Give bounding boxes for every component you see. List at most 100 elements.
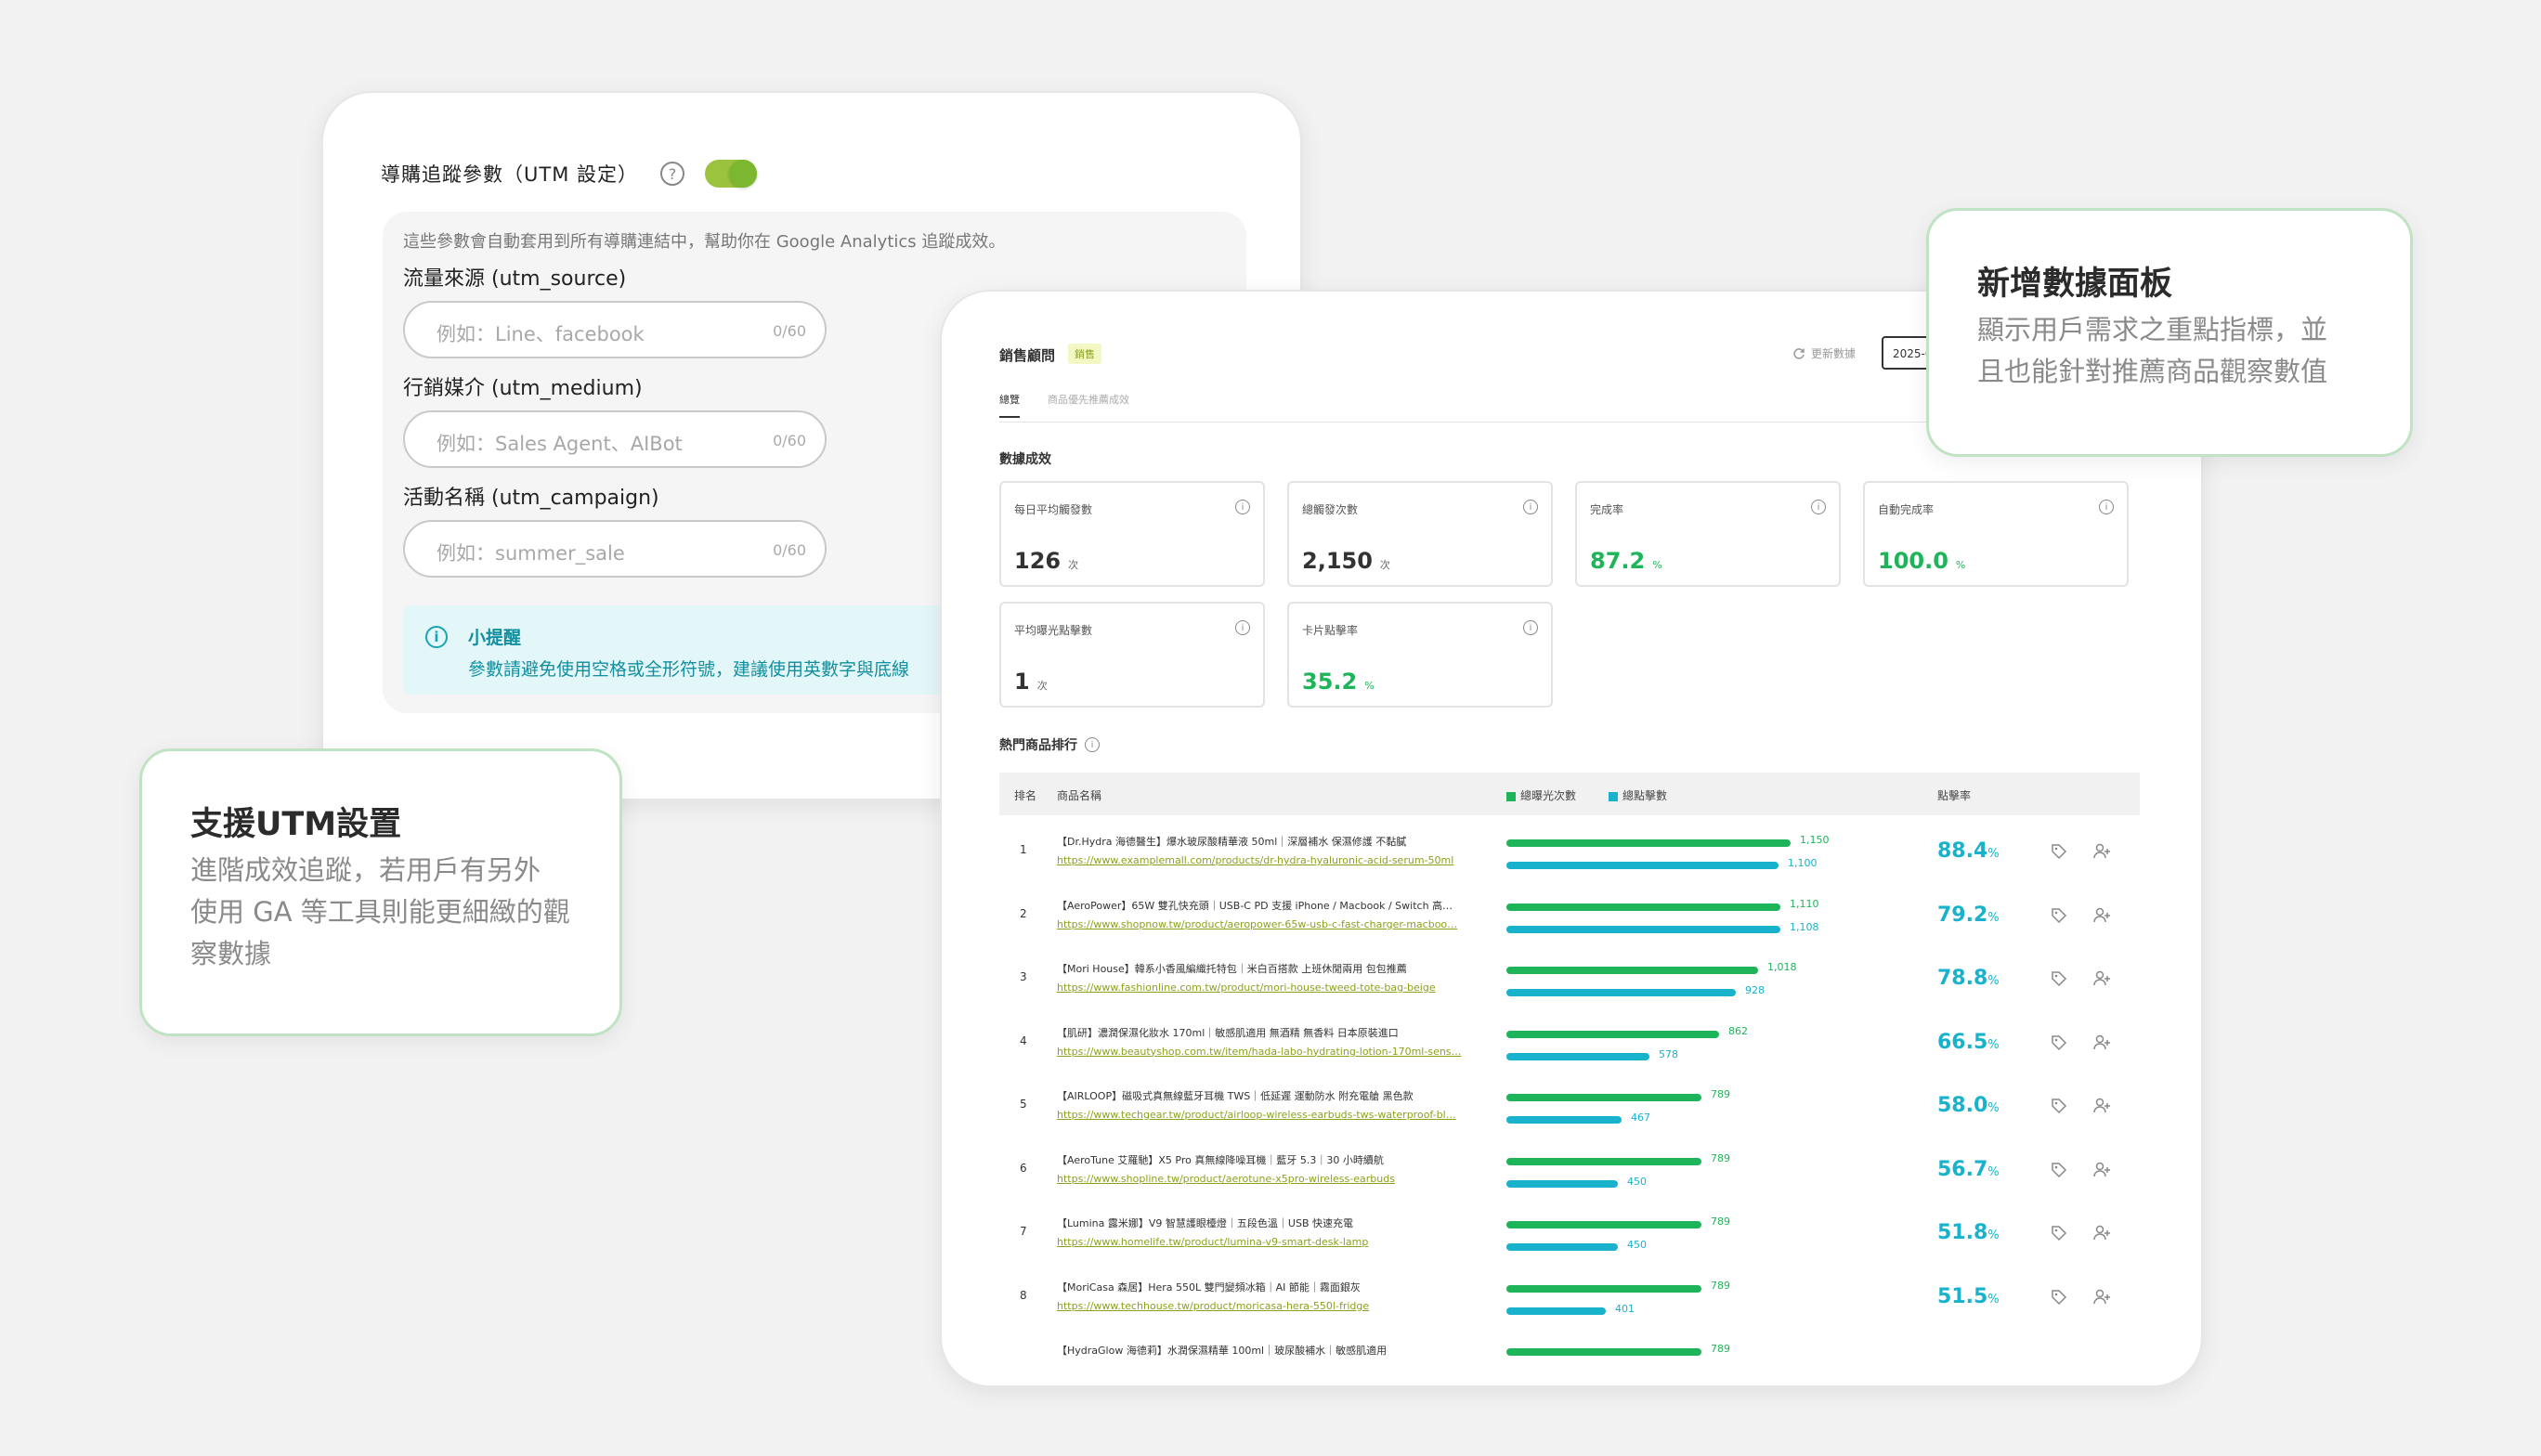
product-url[interactable]: https://www.shopline.tw/product/aerotune… bbox=[1057, 1172, 1395, 1185]
tip-text: 參數請避免使用空格或全形符號，建議使用英數字與底線 bbox=[468, 659, 910, 680]
tab-overview[interactable]: 總覽 bbox=[999, 392, 1020, 418]
user-plus-icon[interactable] bbox=[2093, 1034, 2112, 1056]
percent-sign: % bbox=[1987, 1164, 2000, 1179]
toggle-knob bbox=[729, 160, 757, 188]
legend-clicks-swatch bbox=[1609, 791, 1618, 801]
user-plus-icon[interactable] bbox=[2093, 1289, 2112, 1310]
tag-icon[interactable] bbox=[2051, 843, 2067, 864]
info-icon[interactable]: i bbox=[2099, 500, 2114, 514]
utm-campaign-input[interactable]: 例如：summer_sale 0/60 bbox=[403, 520, 827, 578]
user-plus-icon[interactable] bbox=[2093, 1225, 2112, 1246]
product-url[interactable]: https://www.fashionline.com.tw/product/m… bbox=[1057, 982, 1436, 994]
product-url[interactable]: https://www.beautyshop.com.tw/item/hada-… bbox=[1057, 1045, 1462, 1058]
table-row: 3 【Mori House】韓系小香風編織托特包｜米白百搭款 上班休閒兩用 包包推… bbox=[999, 950, 2140, 1013]
callout-line: 顯示用戶需求之重點指標，並 bbox=[1977, 314, 2328, 345]
utm-source-input[interactable]: 例如：Line、facebook 0/60 bbox=[403, 301, 827, 358]
user-plus-icon[interactable] bbox=[2093, 843, 2112, 864]
tip-title: 小提醒 bbox=[468, 628, 522, 648]
metric-number: 1 bbox=[1014, 669, 1030, 695]
percent-sign: % bbox=[1987, 1228, 2000, 1242]
click-rate-number: 79.2 bbox=[1937, 903, 1988, 927]
clicks-bar bbox=[1506, 1306, 1606, 1315]
info-icon[interactable]: i bbox=[1811, 500, 1826, 514]
help-icon[interactable]: ? bbox=[660, 162, 684, 186]
percent-sign: % bbox=[1987, 1101, 2000, 1115]
impressions-bar bbox=[1506, 1348, 1701, 1356]
click-rate-number: 78.8 bbox=[1937, 967, 1988, 990]
impressions-value: 789 bbox=[1711, 1279, 1730, 1292]
utm-medium-placeholder: 例如：Sales Agent、AIBot bbox=[437, 433, 683, 455]
tag-icon[interactable] bbox=[2051, 1225, 2067, 1246]
product-name: 【MoriCasa 森居】Hera 550L 雙門變頻冰箱｜AI 節能｜霧面銀灰 bbox=[1057, 1280, 1361, 1294]
tag-icon[interactable] bbox=[2051, 907, 2067, 929]
tag-icon[interactable] bbox=[2051, 1289, 2067, 1310]
row-rank: 1 bbox=[1020, 843, 1027, 856]
clicks-value: 401 bbox=[1615, 1302, 1635, 1315]
click-rate: 88.4% bbox=[1937, 839, 2000, 863]
info-icon[interactable]: i bbox=[1235, 500, 1250, 514]
info-icon[interactable]: i bbox=[1235, 620, 1250, 635]
col-name: 商品名稱 bbox=[1057, 789, 1102, 802]
user-plus-icon[interactable] bbox=[2093, 970, 2112, 992]
product-url[interactable]: https://www.shopnow.tw/product/aeropower… bbox=[1057, 917, 1458, 930]
dashboard-card: 銷售顧問 銷售 更新數據 2025-0 總覽 商品優先推薦成效 數據成效 每日平… bbox=[940, 290, 2203, 1387]
click-rate: 51.5% bbox=[1937, 1285, 2000, 1308]
clicks-bar bbox=[1506, 1116, 1622, 1124]
info-icon[interactable]: i bbox=[1523, 500, 1538, 514]
metric-value: 35.2% bbox=[1302, 669, 1375, 695]
row-rank: 8 bbox=[1020, 1288, 1027, 1302]
clicks-bar bbox=[1506, 925, 1780, 933]
info-icon[interactable]: i bbox=[1085, 737, 1100, 752]
tag-icon[interactable] bbox=[2051, 1098, 2067, 1119]
metric-card: 總觸發次數 i 2,150 次 bbox=[1287, 481, 1553, 587]
user-plus-icon[interactable] bbox=[2093, 1098, 2112, 1119]
product-url[interactable]: https://www.homelife.tw/product/lumina-v… bbox=[1057, 1236, 1369, 1248]
click-rate-number: 58.0 bbox=[1937, 1094, 1988, 1117]
impressions-value: 789 bbox=[1711, 1151, 1730, 1164]
dashboard-callout: 新增數據面板 顯示用戶需求之重點指標，並 且也能針對推薦商品觀察數值 bbox=[1926, 208, 2413, 457]
utm-source-counter: 0/60 bbox=[773, 322, 806, 340]
clicks-bar bbox=[1506, 862, 1779, 869]
product-url[interactable]: https://www.examplemall.com/products/dr-… bbox=[1057, 854, 1454, 866]
product-url[interactable]: https://www.techhouse.tw/product/moricas… bbox=[1057, 1299, 1370, 1312]
col-rank: 排名 bbox=[1014, 789, 1037, 802]
tag-icon[interactable] bbox=[2051, 1034, 2067, 1056]
clicks-bar bbox=[1506, 1179, 1618, 1188]
row-rank: 4 bbox=[1020, 1034, 1027, 1047]
refresh-button[interactable]: 更新數據 bbox=[1792, 345, 1856, 361]
callout-title: 新增數據面板 bbox=[1977, 266, 2173, 303]
table-row: 6 【AeroTune 艾羅馳】X5 Pro 真無線降噪耳機｜藍牙 5.3｜30 … bbox=[999, 1141, 2140, 1204]
clicks-bar bbox=[1506, 1243, 1618, 1251]
metric-card: 卡片點擊率 i 35.2% bbox=[1287, 602, 1553, 708]
product-name: 【Lumina 露米娜】V9 智慧護眼檯燈｜五段色溫｜USB 快速充電 bbox=[1057, 1217, 1353, 1229]
callout-title: 支援UTM設置 bbox=[190, 806, 402, 843]
user-plus-icon[interactable] bbox=[2093, 907, 2112, 929]
refresh-icon bbox=[1793, 347, 1805, 359]
metric-unit: % bbox=[1364, 680, 1375, 692]
metric-number: 87.2 bbox=[1590, 548, 1646, 574]
tag-icon[interactable] bbox=[2051, 970, 2067, 992]
tag-icon[interactable] bbox=[2051, 1162, 2067, 1183]
impressions-value: 789 bbox=[1711, 1216, 1730, 1228]
row-rank: 6 bbox=[1020, 1161, 1027, 1175]
utm-medium-input[interactable]: 例如：Sales Agent、AIBot 0/60 bbox=[403, 410, 827, 468]
utm-toggle[interactable] bbox=[705, 160, 757, 188]
product-name: 【Mori House】韓系小香風編織托特包｜米白百搭款 上班休閒兩用 包包推薦 bbox=[1057, 963, 1407, 975]
metrics-title: 數據成效 bbox=[999, 452, 1051, 467]
info-icon[interactable]: i bbox=[1523, 620, 1538, 635]
metric-number: 2,150 bbox=[1302, 548, 1373, 574]
click-rate-number: 66.5 bbox=[1937, 1030, 1988, 1054]
tab-priority-products[interactable]: 商品優先推薦成效 bbox=[1048, 394, 1129, 406]
impressions-bar bbox=[1506, 1030, 1719, 1038]
utm-medium-label: 行銷媒介 (utm_medium) bbox=[403, 377, 643, 400]
clicks-value: 467 bbox=[1631, 1112, 1650, 1124]
metric-unit: 次 bbox=[1379, 559, 1390, 571]
metric-unit: % bbox=[1955, 559, 1966, 571]
product-url[interactable]: https://www.techgear.tw/product/airloop-… bbox=[1057, 1109, 1456, 1121]
percent-sign: % bbox=[1987, 1037, 2000, 1052]
table-row: 7 【Lumina 露米娜】V9 智慧護眼檯燈｜五段色溫｜USB 快速充電 http… bbox=[999, 1204, 2140, 1268]
col-clicks: 總點擊數 bbox=[1609, 787, 1667, 803]
callout-line: 使用 GA 等工具則能更細緻的觀 bbox=[190, 896, 570, 928]
percent-sign: % bbox=[1987, 847, 2000, 861]
user-plus-icon[interactable] bbox=[2093, 1162, 2112, 1183]
